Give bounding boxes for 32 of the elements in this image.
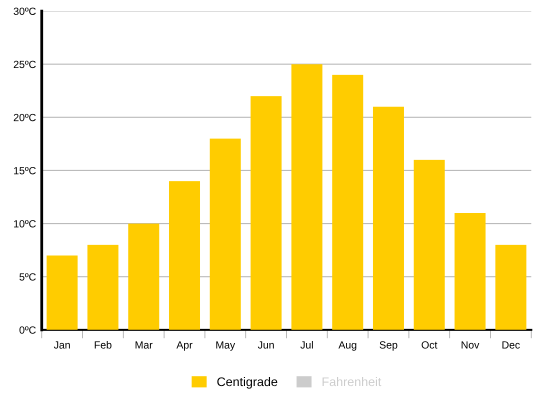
y-tick-label: 5ºC (19, 273, 36, 281)
bar (250, 96, 282, 330)
bar (414, 160, 445, 330)
x-tick-label: Feb (94, 340, 112, 349)
x-tick-label: Nov (462, 341, 480, 349)
x-tick-label: Aug (338, 341, 356, 351)
y-tick-label: 30ºC (14, 8, 36, 15)
bar (454, 212, 486, 330)
bar (128, 224, 160, 330)
legend-label: Centigrade (217, 377, 278, 389)
x-tick-label: Apr (176, 341, 192, 351)
bar (169, 181, 200, 330)
x-tick-label: Jan (54, 341, 70, 349)
x-tick-label: Oct (422, 341, 438, 349)
y-tick-label: 20ºC (14, 114, 36, 122)
bar (495, 244, 526, 330)
x-tick-label: Dec (502, 341, 520, 349)
bar (87, 244, 118, 330)
x-tick-label: Sep (380, 341, 398, 351)
x-tick-label: Jun (258, 341, 274, 349)
y-tick-label: 25ºC (14, 60, 36, 68)
bar (46, 255, 78, 330)
y-tick-label: 10ºC (14, 220, 36, 228)
bar (210, 138, 241, 330)
bar (332, 74, 364, 330)
x-tick-label: Jul (300, 340, 313, 349)
y-tick-label: 0ºC (19, 326, 36, 334)
bar (372, 106, 404, 330)
bar (291, 64, 322, 330)
x-tick-label: Mar (136, 341, 153, 349)
x-tick-label: May (216, 341, 236, 351)
y-tick-label: 15ºC (14, 166, 36, 174)
